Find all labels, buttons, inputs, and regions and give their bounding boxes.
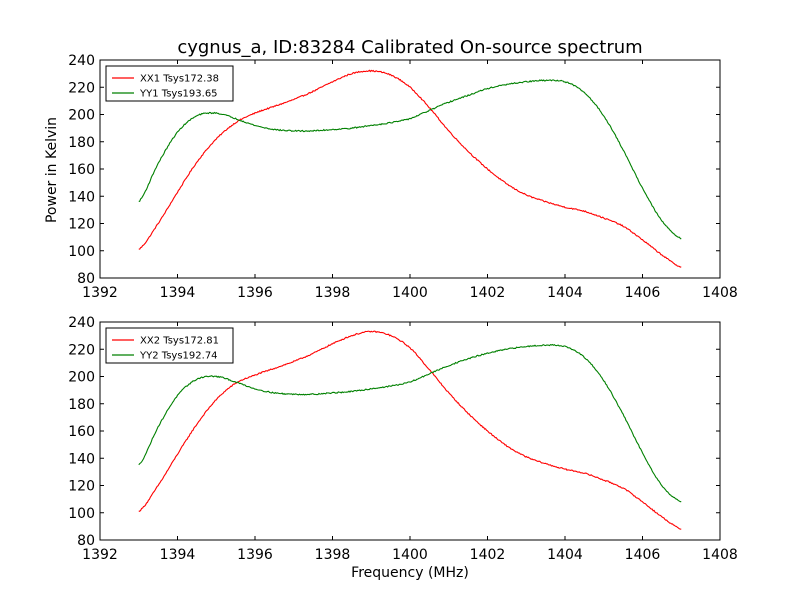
y-tick-label: 200 xyxy=(68,108,95,124)
x-tick-label: 1396 xyxy=(237,547,273,563)
y-tick-label: 100 xyxy=(68,506,95,522)
y-tick-label: 100 xyxy=(68,244,95,260)
x-tick-label: 1408 xyxy=(702,285,738,301)
y-tick-label: 80 xyxy=(77,533,95,549)
legend-entry: YY2 Tsys192.74 xyxy=(139,351,218,362)
x-tick-label: 1400 xyxy=(392,285,428,301)
y-tick-label: 140 xyxy=(68,451,95,467)
legend-box xyxy=(105,65,234,102)
y-tick-label: 120 xyxy=(68,217,95,233)
x-tick-label: 1402 xyxy=(470,547,506,563)
y-tick-label: 80 xyxy=(77,271,95,287)
figure-title: cygnus_a, ID:83284 Calibrated On-source … xyxy=(177,37,642,58)
legend-entry: XX2 Tsys172.81 xyxy=(140,336,219,347)
legend-box xyxy=(105,327,234,364)
y-tick-label: 220 xyxy=(68,80,95,96)
x-tick-label: 1396 xyxy=(237,285,273,301)
series-line-xx2 xyxy=(138,330,682,530)
x-tick-label: 1406 xyxy=(625,547,661,563)
y-tick-label: 140 xyxy=(68,189,95,205)
y-tick-label: 240 xyxy=(68,315,95,331)
series-line-yy1 xyxy=(138,79,682,240)
y-tick-label: 220 xyxy=(68,342,95,358)
x-tick-label: 1404 xyxy=(547,547,583,563)
y-tick-label: 180 xyxy=(68,135,95,151)
x-tick-label: 1398 xyxy=(315,547,351,563)
y-tick-label: 240 xyxy=(68,53,95,69)
y-tick-label: 200 xyxy=(68,370,95,386)
legend-entry: YY1 Tsys193.65 xyxy=(139,89,218,100)
y-axis-label: Power in Kelvin xyxy=(44,117,60,223)
x-tick-label: 1398 xyxy=(315,285,351,301)
top-legend: XX1 Tsys172.38 YY1 Tsys193.65 xyxy=(105,65,234,102)
x-tick-label: 1408 xyxy=(702,547,738,563)
x-tick-label: 1406 xyxy=(625,285,661,301)
x-tick-label: 1394 xyxy=(160,547,196,563)
y-tick-label: 120 xyxy=(68,479,95,495)
y-tick-label: 180 xyxy=(68,397,95,413)
y-tick-label: 160 xyxy=(68,162,95,178)
bottom-legend: XX2 Tsys172.81 YY2 Tsys192.74 xyxy=(105,327,234,364)
x-tick-label: 1402 xyxy=(470,285,506,301)
x-tick-label: 1392 xyxy=(82,285,118,301)
x-axis-label: Frequency (MHz) xyxy=(351,565,469,581)
series-line-yy2 xyxy=(138,343,682,503)
bottom-panel: 1392 1394 1396 1398 1400 1402 1404 1406 1408 80 10… xyxy=(68,315,738,563)
x-tick-label: 1392 xyxy=(82,547,118,563)
top-panel: 1392 1394 1396 1398 1400 1402 1404 1406 1408 80 10… xyxy=(68,53,738,301)
y-tick-label: 160 xyxy=(68,424,95,440)
x-tick-label: 1400 xyxy=(392,547,428,563)
x-tick-label: 1394 xyxy=(160,285,196,301)
series-line-xx1 xyxy=(138,69,682,268)
legend-entry: XX1 Tsys172.38 xyxy=(140,74,219,85)
x-tick-label: 1404 xyxy=(547,285,583,301)
